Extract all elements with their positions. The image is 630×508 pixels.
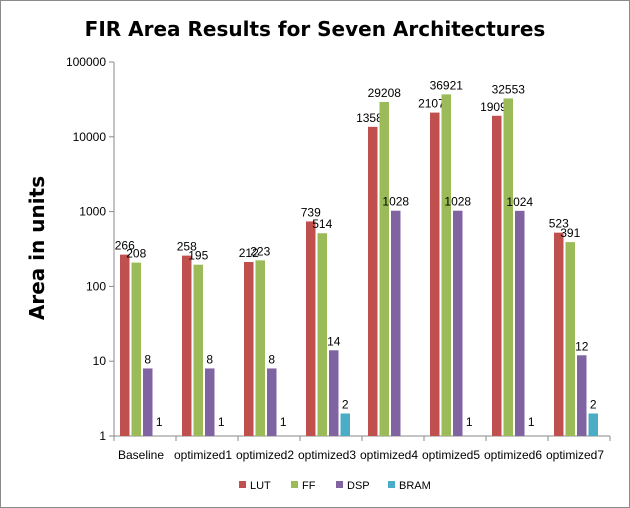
data-label: 523	[549, 217, 569, 231]
bar-bram	[340, 413, 350, 436]
y-tick-label: 100000	[66, 55, 106, 69]
bar-bram	[588, 413, 598, 436]
data-label: 14	[327, 334, 341, 348]
bar-dsp	[205, 368, 215, 436]
data-label: 8	[268, 352, 275, 366]
legend-label-bram: BRAM	[399, 480, 431, 492]
bar-lut	[368, 126, 378, 436]
bar-lut	[492, 115, 502, 436]
data-label: 514	[312, 217, 332, 231]
bar-ff	[317, 233, 327, 436]
bar-lut	[182, 255, 192, 436]
bar-ff	[565, 242, 575, 436]
bar-dsp	[577, 355, 587, 436]
data-label: 29208	[368, 86, 402, 100]
y-tick-label: 100	[86, 279, 106, 293]
x-tick-label: optimized6	[484, 448, 542, 462]
data-label: 212	[239, 246, 259, 260]
data-label: 195	[188, 249, 208, 263]
legend-swatch-ff	[291, 481, 298, 488]
data-label: 8	[144, 352, 151, 366]
bar-lut	[554, 232, 564, 436]
data-label: 1028	[444, 195, 471, 209]
data-label: 223	[250, 244, 270, 258]
bar-lut	[306, 221, 316, 436]
data-label: 208	[126, 247, 146, 261]
legend-label-ff: FF	[302, 480, 316, 492]
data-label: 391	[560, 226, 580, 240]
legend-label-dsp: DSP	[347, 480, 370, 492]
legend-swatch-bram	[388, 481, 395, 488]
data-label: 1	[528, 415, 535, 429]
bar-dsp	[143, 368, 153, 436]
data-label: 739	[301, 205, 321, 219]
data-label: 32553	[492, 82, 526, 96]
bar-dsp	[453, 210, 463, 436]
bar-lut	[430, 112, 440, 436]
bar-dsp	[267, 368, 277, 436]
x-tick-label: optimized1	[174, 448, 232, 462]
data-label: 12	[575, 339, 589, 353]
legend-swatch-dsp	[336, 481, 343, 488]
x-tick-label: Baseline	[118, 448, 164, 462]
x-tick-label: optimized5	[422, 448, 480, 462]
x-tick-label: optimized2	[236, 448, 294, 462]
bar-ff	[379, 101, 389, 436]
data-label: 1024	[506, 195, 533, 209]
x-tick-label: optimized4	[360, 448, 418, 462]
legend-swatch-lut	[239, 481, 246, 488]
bar-ff	[193, 264, 203, 436]
data-label: 266	[115, 239, 135, 253]
data-label: 1	[156, 415, 163, 429]
bar-ff	[441, 94, 451, 436]
bar-lut	[120, 254, 130, 436]
data-label: 1	[466, 415, 473, 429]
bar-lut	[244, 261, 254, 436]
bar-dsp	[329, 350, 339, 436]
bar-ff	[131, 262, 141, 436]
bar-dsp	[391, 210, 401, 436]
chart-title: FIR Area Results for Seven Architectures	[84, 17, 546, 41]
data-label: 8	[206, 352, 213, 366]
y-tick-label: 10000	[73, 130, 107, 144]
x-tick-label: optimized7	[546, 448, 604, 462]
legend-label-lut: LUT	[250, 480, 271, 492]
y-tick-label: 10	[93, 354, 107, 368]
data-label: 2	[590, 397, 597, 411]
bar-dsp	[515, 210, 525, 436]
data-label: 1028	[382, 195, 409, 209]
y-tick-label: 1000	[79, 205, 106, 219]
x-tick-label: optimized3	[298, 448, 356, 462]
data-label: 2	[342, 397, 349, 411]
data-label: 36921	[430, 78, 464, 92]
y-tick-label: 1	[99, 429, 106, 443]
bar-ff	[255, 260, 265, 436]
data-label: 258	[177, 240, 197, 254]
data-label: 1	[218, 415, 225, 429]
bar-ff	[503, 98, 513, 436]
data-label: 1	[280, 415, 287, 429]
